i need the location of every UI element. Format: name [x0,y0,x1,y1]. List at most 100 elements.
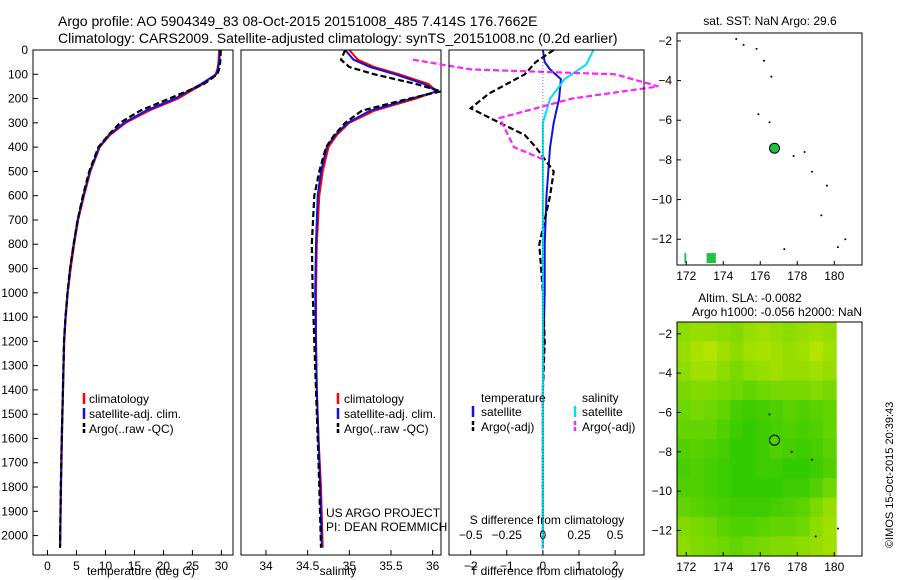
heatmap-cell [822,517,837,538]
timestamp: ©IMOS 15-Oct-2015 20:39:43 [884,402,896,548]
heatmap-cell [783,439,797,460]
map-y-tick-label: −10 [652,484,673,498]
temperature-depth-ticks: 0 100 200 300 400 500 600 700 800 900 1000 1100 1200… [1,43,38,543]
heatmap-cell [690,517,705,538]
legend-label-satellite: satellite-adj. clim. [89,407,181,421]
map-point [803,150,806,153]
heatmap-cell [730,439,744,460]
heatmap-cell [703,322,718,343]
heatmap-cell [809,400,824,421]
heatmap-cell [796,322,811,343]
x-tick-label: 5 [73,559,80,573]
heatmap-cell [730,322,744,343]
difference-x-label: T difference from climatology [470,564,624,578]
heatmap-cell [677,380,691,401]
heatmap-cell [756,380,771,401]
y-tick-label: 400 [8,140,28,154]
map-y-tick-label: −4 [658,366,672,380]
map-x-tick-label: 172 [676,269,696,283]
salinity-x-ticks: 34 34.5 35 35.5 36 [259,550,440,573]
heatmap-cell [730,517,744,538]
heatmap-cell [716,439,731,460]
sst-map-title: sat. SST: NaN Argo: 29.6 [703,14,837,28]
y-tick-label: 500 [8,164,28,178]
heatmap-cell [769,439,784,460]
heatmap-cell [743,458,758,479]
heatmap-cell [716,400,731,421]
top-tick-label: 0.25 [567,528,591,542]
heatmap-cell [703,517,718,538]
heatmap-cell [796,497,811,518]
y-tick-label: 1800 [1,480,28,494]
map-point [792,154,795,157]
difference-top-label: S difference from climatology [470,513,625,527]
heatmap-cell [716,458,731,479]
top-tick-label: 0 [540,528,547,542]
header-line-1: Argo profile: AO 5904349_83 08-Oct-2015 … [58,13,538,29]
y-tick-label: 1900 [1,504,28,518]
heatmap-cell [690,322,705,343]
heatmap-cell [809,380,824,401]
x-tick-label: 35.5 [379,559,403,573]
legend-label-climatology: climatology [89,392,149,406]
map-x-tick-label: 174 [713,269,733,283]
difference-profile-lines [412,49,659,555]
heatmap-cell [703,341,718,362]
salinity-legend: climatology satellite-adj. clim. Argo(..… [336,392,436,436]
difference-panel: −2 −1 0 1 2 −0.5 −0.25 0 0.25 0.5 T difference fr… [412,49,659,578]
heatmap-cell [703,458,718,479]
map-point [814,535,817,538]
heatmap-cell [677,341,691,362]
y-tick-label: 1500 [1,407,28,421]
heatmap-cell [690,439,705,460]
heatmap-cell [743,322,758,343]
heatmap-cell [822,322,837,343]
heatmap-cell [809,341,824,362]
map-x-tick-label: 172 [676,560,696,574]
y-tick-label: 900 [8,262,28,276]
heatmap-cell [783,380,797,401]
heatmap-cell [783,341,797,362]
sst-map-contents: 172 174 176 178 180 −2 −4 −6 −8 −10 −12 [652,34,847,283]
heatmap-cell [769,536,784,557]
series-s-argo [412,58,659,161]
legend-label-satellite: satellite-adj. clim. [344,407,436,421]
top-tick-label: 0.5 [607,528,624,542]
heatmap-cell [783,322,797,343]
temperature-x-label: temperature (deg C) [87,564,195,578]
heatmap-cell [703,497,718,518]
legend-label-climatology: climatology [344,392,404,406]
legend-label-argo: Argo(..raw -QC) [344,422,429,436]
x-tick-label: −1 [500,559,514,573]
y-tick-label: 1100 [2,310,28,324]
heatmap-cell [783,458,797,479]
heatmap-cell [690,536,705,557]
map-point [770,75,773,78]
heatmap-cell [783,400,797,421]
heatmap-cell [809,497,824,518]
map-x-tick-label: 174 [713,560,733,574]
heatmap-cell [822,380,837,401]
heatmap-cell [822,341,837,362]
temperature-panel: 0100200300400500600700800900100011001200… [1,43,234,578]
series-argo [310,49,446,548]
heatmap-cell [796,419,811,440]
map-y-tick-label: −8 [658,153,672,167]
x-tick-label: 0 [44,559,51,573]
map-point [811,458,814,461]
map-y-tick-label: −8 [658,445,672,459]
heatmap-cell [822,439,837,460]
map-x-tick-label: 178 [787,560,807,574]
heatmap-cell [743,478,758,499]
heatmap-cell [756,497,771,518]
map-x-tick-label: 180 [824,269,844,283]
heatmap-cell [796,458,811,479]
legend-label-t-satellite: satellite [481,405,522,419]
heatmap-cell [809,517,824,538]
heatmap-cell [730,458,744,479]
heatmap-cell [822,361,837,382]
top-tick-label: −0.25 [492,528,523,542]
y-tick-label: 1700 [1,456,28,470]
heatmap-cell [809,458,824,479]
